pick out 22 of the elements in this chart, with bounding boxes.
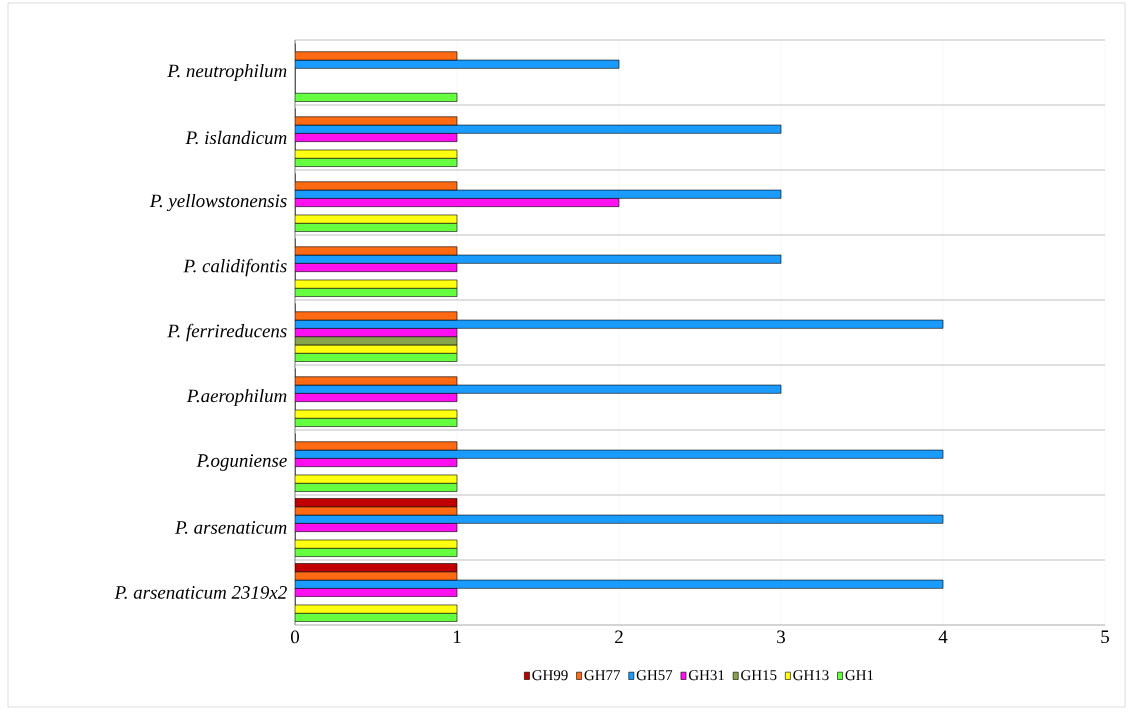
y-tick-label: P. arsenaticum 2319x2 <box>114 586 287 599</box>
legend-label: GH15 <box>741 670 777 681</box>
x-tick-label: 3 <box>777 630 785 644</box>
legend-label: GH77 <box>584 670 621 681</box>
y-tick-label: P. neutrophilum <box>167 63 287 82</box>
y-tick-label: P. ferrireducens <box>167 323 287 342</box>
x-tick-label: 2 <box>615 630 623 644</box>
y-tick-label: P. islandicum <box>185 130 287 145</box>
x-tick-label: 5 <box>1101 630 1109 644</box>
y-tick-label: P. calidifontis <box>183 258 287 277</box>
y-tick-label: P.aerophilum <box>186 388 287 407</box>
legend-label: GH13 <box>793 670 829 681</box>
legend-label: GH1 <box>845 670 874 681</box>
x-tick-label: 0 <box>290 630 299 644</box>
x-tick-label: 4 <box>938 630 948 643</box>
y-tick-label: P. yellowstonensis <box>149 193 287 212</box>
legend-label: GH31 <box>688 670 724 681</box>
y-tick-label: P.oguniense <box>196 454 287 471</box>
x-tick-label: 1 <box>453 630 461 644</box>
legend-label: GH57 <box>636 670 673 681</box>
y-tick-label: P. arsenaticum <box>174 521 287 534</box>
legend-label: GH99 <box>532 670 568 681</box>
